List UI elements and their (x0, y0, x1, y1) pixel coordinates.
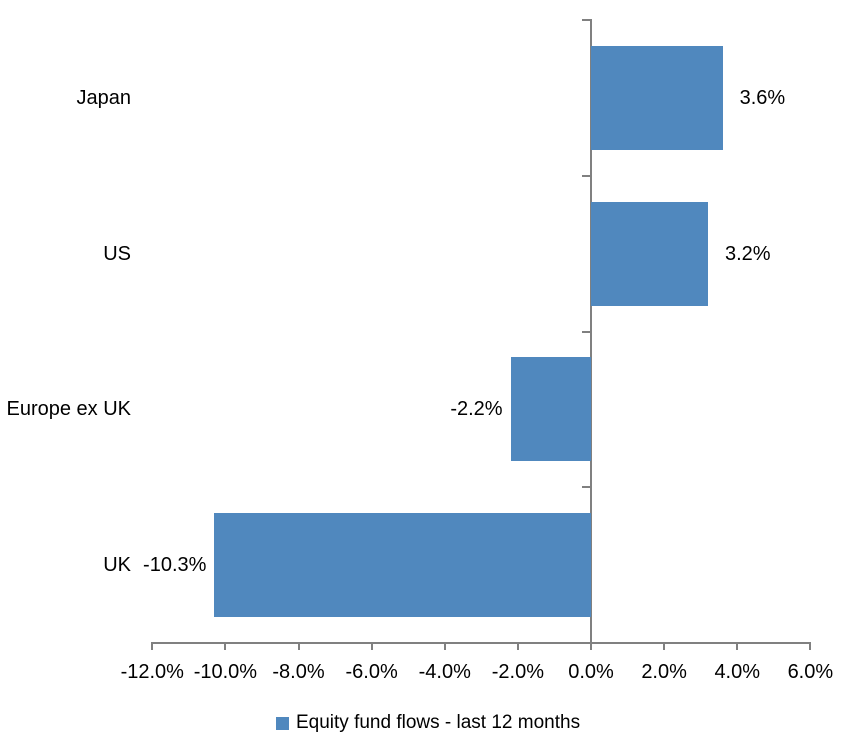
x-tick-label: 0.0% (568, 661, 614, 683)
legend-swatch (276, 716, 289, 730)
y-tick (582, 330, 590, 333)
x-tick (663, 643, 666, 650)
x-tick (516, 643, 519, 650)
x-tick (443, 643, 446, 650)
x-tick-label: -4.0% (418, 661, 471, 683)
bar-value-label: -2.2% (450, 398, 503, 421)
x-tick-label: -12.0% (120, 661, 184, 683)
category-label: UK (103, 554, 131, 577)
legend: Equity fund flows - last 12 months (276, 710, 580, 736)
x-tick-label: -6.0% (345, 661, 398, 683)
x-tick (297, 643, 300, 650)
legend-label: Equity fund flows - last 12 months (296, 712, 581, 733)
bar-value-label: 3.6% (739, 86, 786, 109)
x-tick (151, 643, 154, 650)
x-tick (809, 643, 812, 650)
x-tick-label: 4.0% (714, 661, 761, 683)
bar-value-label: -10.3% (143, 554, 207, 577)
category-label: Europe ex UK (6, 398, 131, 421)
x-axis-line (151, 642, 812, 644)
y-axis-line (590, 19, 592, 643)
x-tick (736, 643, 739, 650)
x-tick (224, 643, 227, 650)
bar-us (591, 201, 708, 306)
x-tick-label: -10.0% (193, 661, 258, 683)
bar-value-label: 3.2% (724, 242, 771, 265)
category-label: US (103, 242, 131, 265)
x-tick-label: 6.0% (787, 661, 834, 683)
bar-europe-ex-uk (510, 357, 591, 462)
x-tick (590, 643, 592, 650)
y-tick (582, 174, 590, 177)
y-tick (582, 19, 590, 21)
category-label: Japan (76, 86, 132, 109)
x-tick-label: -8.0% (272, 661, 325, 683)
x-tick (370, 643, 373, 650)
bar-japan (591, 45, 723, 150)
bar-uk (214, 513, 591, 618)
x-tick-label: 2.0% (641, 661, 687, 683)
y-tick (582, 486, 590, 489)
x-tick-label: -2.0% (491, 661, 544, 683)
